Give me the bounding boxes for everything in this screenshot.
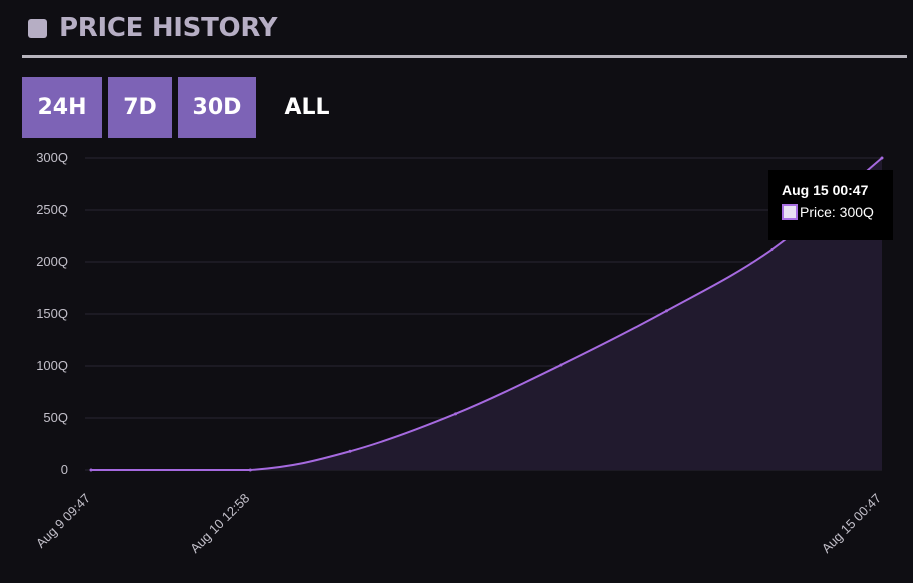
x-tick-label: Aug 10 12:58 xyxy=(187,491,252,556)
y-tick-label: 150Q xyxy=(36,306,68,321)
square-icon xyxy=(28,18,47,38)
y-tick-label: 200Q xyxy=(36,254,68,269)
price-area xyxy=(91,158,882,470)
tooltip-swatch xyxy=(782,204,798,220)
range-tab-7d[interactable]: 7D xyxy=(108,77,172,138)
y-tick-label: 50Q xyxy=(43,410,68,425)
y-tick-label: 100Q xyxy=(36,358,68,373)
time-range-tabs: 24H 7D 30D ALL xyxy=(22,77,358,138)
price-point xyxy=(770,248,774,252)
tooltip-row: Price: 300Q xyxy=(782,204,893,220)
price-point xyxy=(89,468,93,472)
price-point xyxy=(248,468,252,472)
x-tick-label: Aug 9 09:47 xyxy=(33,491,93,551)
price-point xyxy=(454,412,458,416)
price-point xyxy=(664,309,668,313)
y-tick-label: 300Q xyxy=(36,150,68,165)
chart-header: PRICE HISTORY xyxy=(28,11,277,45)
tooltip-date: Aug 15 00:47 xyxy=(782,182,869,198)
range-tab-30d[interactable]: 30D xyxy=(178,77,256,138)
tooltip-value: Price: 300Q xyxy=(800,204,874,220)
price-point xyxy=(348,449,352,453)
chart-title: PRICE HISTORY xyxy=(59,13,278,43)
x-tick-label: Aug 15 00:47 xyxy=(819,491,884,556)
price-history-chart: 0 50Q 100Q 150Q 200Q 250Q 300Q Aug 9 09:47 Aug 1… xyxy=(33,150,884,556)
chart-tooltip: Aug 15 00:47 Price: 300Q xyxy=(768,170,893,240)
price-point xyxy=(559,363,563,367)
y-tick-label: 0 xyxy=(61,462,68,477)
y-tick-label: 250Q xyxy=(36,202,68,217)
header-divider xyxy=(22,55,907,58)
range-tab-24h[interactable]: 24H xyxy=(22,77,102,138)
range-tab-all[interactable]: ALL xyxy=(284,95,330,120)
price-point xyxy=(880,156,884,160)
